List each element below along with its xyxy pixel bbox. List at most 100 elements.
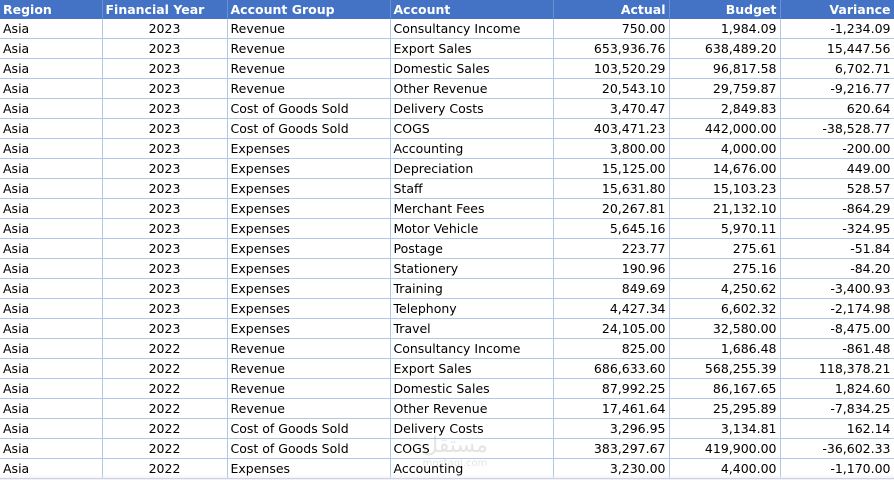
cell-budget[interactable]: 21,132.10 (669, 198, 781, 219)
cell-region[interactable]: Asia (0, 218, 103, 239)
cell-account[interactable]: Accounting (390, 138, 554, 159)
cell-region[interactable]: Asia (0, 298, 103, 319)
cell-account-group[interactable]: Expenses (227, 178, 391, 199)
cell-variance[interactable]: -3,400.93 (780, 278, 894, 299)
cell-account-group[interactable]: Revenue (227, 398, 391, 419)
cell-variance[interactable]: 118,378.21 (780, 358, 894, 379)
cell-account[interactable]: Consultancy Income (390, 338, 554, 359)
cell-account[interactable]: Travel (390, 318, 554, 339)
cell-account[interactable]: Domestic Sales (390, 58, 554, 79)
cell-region[interactable]: Asia (0, 58, 103, 79)
header-budget[interactable]: Budget (669, 0, 781, 19)
cell-financial-year[interactable]: 2023 (102, 98, 228, 119)
cell-budget[interactable]: 2,849.83 (669, 98, 781, 119)
cell-actual[interactable]: 653,936.76 (553, 38, 670, 59)
cell-account[interactable]: Delivery Costs (390, 418, 554, 439)
cell-account-group[interactable]: Revenue (227, 38, 391, 59)
cell-financial-year[interactable]: 2023 (102, 298, 228, 319)
cell-region[interactable]: Asia (0, 418, 103, 439)
cell-financial-year[interactable]: 2022 (102, 398, 228, 419)
cell-financial-year[interactable]: 2023 (102, 198, 228, 219)
cell-budget[interactable]: 96,817.58 (669, 58, 781, 79)
cell-budget[interactable]: 29,759.87 (669, 78, 781, 99)
cell-financial-year[interactable]: 2023 (102, 218, 228, 239)
cell-account[interactable]: Postage (390, 238, 554, 259)
cell-budget[interactable]: 419,900.00 (669, 438, 781, 459)
cell-actual[interactable]: 750.00 (553, 19, 670, 39)
cell-actual[interactable]: 103,520.29 (553, 58, 670, 79)
cell-account-group[interactable]: Expenses (227, 318, 391, 339)
cell-region[interactable]: Asia (0, 78, 103, 99)
header-financial-year[interactable]: Financial Year (102, 0, 228, 19)
cell-budget[interactable]: 15,103.23 (669, 178, 781, 199)
cell-financial-year[interactable]: 2023 (102, 278, 228, 299)
cell-region[interactable]: Asia (0, 358, 103, 379)
cell-variance[interactable]: 15,447.56 (780, 38, 894, 59)
cell-budget[interactable]: 1,686.48 (669, 338, 781, 359)
cell-financial-year[interactable]: 2023 (102, 178, 228, 199)
cell-financial-year[interactable]: 2022 (102, 338, 228, 359)
cell-variance[interactable]: 6,702.71 (780, 58, 894, 79)
cell-region[interactable]: Asia (0, 38, 103, 59)
header-account[interactable]: Account (390, 0, 554, 19)
cell-variance[interactable]: -324.95 (780, 218, 894, 239)
cell-actual[interactable]: 17,461.64 (553, 398, 670, 419)
cell-financial-year[interactable]: 2022 (102, 358, 228, 379)
cell-account-group[interactable]: Expenses (227, 158, 391, 179)
cell-account[interactable]: Delivery Costs (390, 98, 554, 119)
cell-variance[interactable]: 1,824.60 (780, 378, 894, 399)
cell-variance[interactable]: 620.64 (780, 98, 894, 119)
cell-account-group[interactable]: Revenue (227, 19, 391, 39)
cell-account[interactable]: Merchant Fees (390, 198, 554, 219)
cell-account-group[interactable]: Cost of Goods Sold (227, 118, 391, 139)
cell-actual[interactable]: 15,631.80 (553, 178, 670, 199)
cell-account-group[interactable]: Revenue (227, 338, 391, 359)
cell-variance[interactable]: -36,602.33 (780, 438, 894, 459)
cell-variance[interactable]: -84.20 (780, 258, 894, 279)
cell-actual[interactable]: 3,296.95 (553, 418, 670, 439)
cell-budget[interactable]: 275.61 (669, 238, 781, 259)
cell-region[interactable]: Asia (0, 158, 103, 179)
cell-account[interactable]: Export Sales (390, 358, 554, 379)
cell-account[interactable]: Export Sales (390, 38, 554, 59)
cell-budget[interactable]: 4,250.62 (669, 278, 781, 299)
cell-actual[interactable]: 20,267.81 (553, 198, 670, 219)
cell-region[interactable]: Asia (0, 258, 103, 279)
cell-actual[interactable]: 383,297.67 (553, 438, 670, 459)
cell-region[interactable]: Asia (0, 278, 103, 299)
cell-financial-year[interactable]: 2023 (102, 318, 228, 339)
cell-account[interactable]: Domestic Sales (390, 378, 554, 399)
cell-financial-year[interactable]: 2023 (102, 158, 228, 179)
cell-variance[interactable]: 162.14 (780, 418, 894, 439)
cell-region[interactable]: Asia (0, 178, 103, 199)
cell-account-group[interactable]: Expenses (227, 278, 391, 299)
cell-budget[interactable]: 1,984.09 (669, 19, 781, 39)
cell-financial-year[interactable]: 2023 (102, 238, 228, 259)
cell-account[interactable]: COGS (390, 438, 554, 459)
cell-variance[interactable]: -2,174.98 (780, 298, 894, 319)
cell-variance[interactable]: 449.00 (780, 158, 894, 179)
cell-financial-year[interactable]: 2023 (102, 138, 228, 159)
cell-account-group[interactable]: Expenses (227, 138, 391, 159)
cell-actual[interactable]: 4,427.34 (553, 298, 670, 319)
cell-region[interactable]: Asia (0, 438, 103, 459)
cell-region[interactable]: Asia (0, 118, 103, 139)
cell-account-group[interactable]: Expenses (227, 198, 391, 219)
cell-account[interactable]: Consultancy Income (390, 19, 554, 39)
cell-budget[interactable]: 275.16 (669, 258, 781, 279)
cell-financial-year[interactable]: 2023 (102, 78, 228, 99)
cell-actual[interactable]: 190.96 (553, 258, 670, 279)
cell-actual[interactable]: 3,800.00 (553, 138, 670, 159)
cell-variance[interactable]: -51.84 (780, 238, 894, 259)
cell-budget[interactable]: 25,295.89 (669, 398, 781, 419)
cell-account-group[interactable]: Revenue (227, 378, 391, 399)
cell-actual[interactable]: 15,125.00 (553, 158, 670, 179)
cell-variance[interactable]: -864.29 (780, 198, 894, 219)
cell-actual[interactable]: 3,470.47 (553, 98, 670, 119)
header-actual[interactable]: Actual (553, 0, 670, 19)
header-variance[interactable]: Variance (780, 0, 894, 19)
cell-account[interactable]: Motor Vehicle (390, 218, 554, 239)
cell-region[interactable]: Asia (0, 378, 103, 399)
header-account-group[interactable]: Account Group (227, 0, 391, 19)
cell-budget[interactable]: 4,000.00 (669, 138, 781, 159)
